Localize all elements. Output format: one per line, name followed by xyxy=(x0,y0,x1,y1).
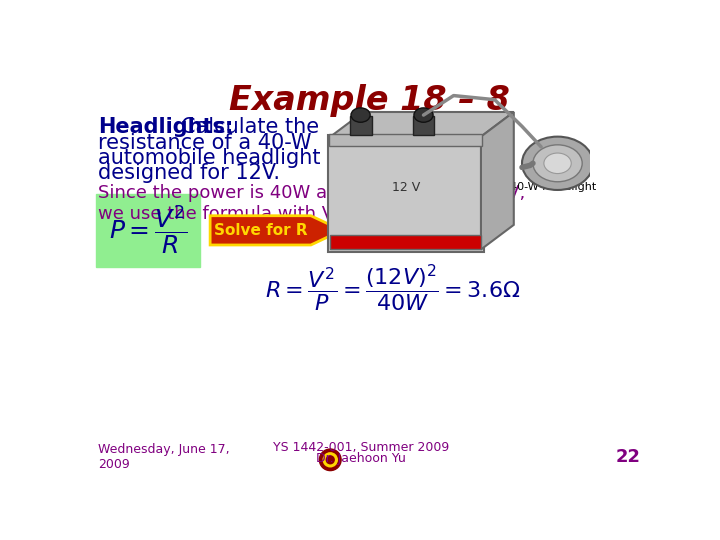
Polygon shape xyxy=(330,112,514,137)
Circle shape xyxy=(320,449,341,470)
Polygon shape xyxy=(481,112,514,249)
Text: $P = \dfrac{V^2}{R}$: $P = \dfrac{V^2}{R}$ xyxy=(109,204,187,257)
Circle shape xyxy=(323,452,338,468)
Text: Headlights:: Headlights: xyxy=(98,117,233,137)
Bar xyxy=(413,116,434,134)
FancyBboxPatch shape xyxy=(328,134,484,252)
Circle shape xyxy=(325,455,335,464)
FancyArrow shape xyxy=(210,215,342,245)
Text: Since the power is 40W and the voltage is 12V,
we use the formula with V and R.: Since the power is 40W and the voltage i… xyxy=(98,184,525,223)
Circle shape xyxy=(414,108,433,122)
Text: Wednesday, June 17,
2009: Wednesday, June 17, 2009 xyxy=(98,443,230,471)
Circle shape xyxy=(544,153,571,173)
Text: Calculate the: Calculate the xyxy=(181,117,320,137)
Text: resistance of a 40-W: resistance of a 40-W xyxy=(98,132,311,153)
Text: Solve for R: Solve for R xyxy=(214,223,307,238)
Text: 12 V: 12 V xyxy=(392,181,420,194)
Bar xyxy=(350,116,372,134)
Circle shape xyxy=(522,137,593,190)
Circle shape xyxy=(351,108,370,122)
Text: Dr. Jaehoon Yu: Dr. Jaehoon Yu xyxy=(316,452,406,465)
Bar xyxy=(330,235,481,249)
FancyBboxPatch shape xyxy=(329,133,482,146)
Text: automobile headlight: automobile headlight xyxy=(98,148,320,168)
Text: Example 18 – 8: Example 18 – 8 xyxy=(228,84,510,117)
Text: 22: 22 xyxy=(616,449,640,467)
Text: designed for 12V.: designed for 12V. xyxy=(98,164,280,184)
Text: 40-W Headlight: 40-W Headlight xyxy=(510,182,597,192)
Text: YS 1442-001, Summer 2009: YS 1442-001, Summer 2009 xyxy=(273,441,449,455)
Text: $R = \dfrac{V^2}{P} = \dfrac{\left(12V\right)^2}{40W} = 3.6\Omega$: $R = \dfrac{V^2}{P} = \dfrac{\left(12V\r… xyxy=(264,262,520,314)
Circle shape xyxy=(533,145,582,182)
FancyBboxPatch shape xyxy=(96,194,200,267)
